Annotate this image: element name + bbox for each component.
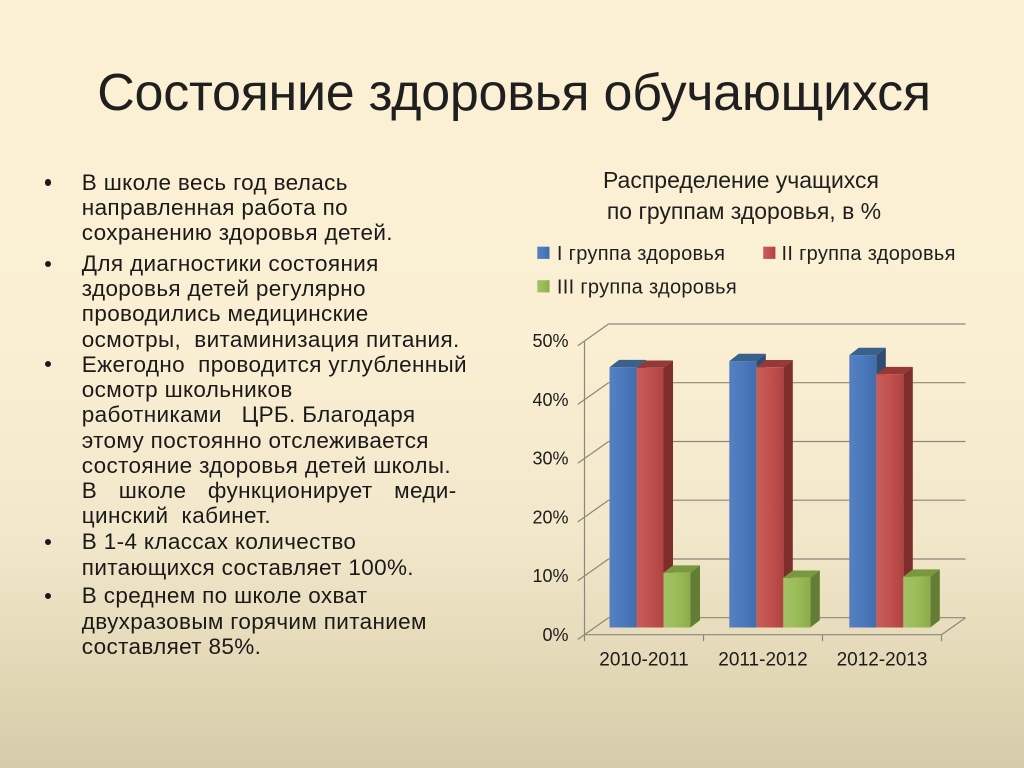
svg-text:30%: 30% bbox=[532, 449, 568, 469]
svg-text:50%: 50% bbox=[532, 331, 568, 351]
svg-text:2012-2013: 2012-2013 bbox=[837, 650, 928, 671]
svg-text:2010-2011: 2010-2011 bbox=[599, 650, 688, 671]
svg-text:Распределение учащихся: Распределение учащихся bbox=[603, 167, 879, 193]
svg-text:0%: 0% bbox=[542, 625, 568, 645]
svg-text:III группа здоровья: III группа здоровья bbox=[557, 277, 737, 299]
svg-text:20%: 20% bbox=[532, 507, 568, 527]
svg-text:I группа здоровья: I группа здоровья bbox=[557, 243, 725, 265]
svg-text:II группа здоровья: II группа здоровья bbox=[782, 243, 956, 265]
svg-text:по группам здоровья, в %: по группам здоровья, в % bbox=[607, 198, 881, 224]
svg-text:40%: 40% bbox=[532, 390, 568, 410]
svg-text:10%: 10% bbox=[532, 566, 568, 586]
svg-text:2011-2012: 2011-2012 bbox=[718, 650, 807, 671]
